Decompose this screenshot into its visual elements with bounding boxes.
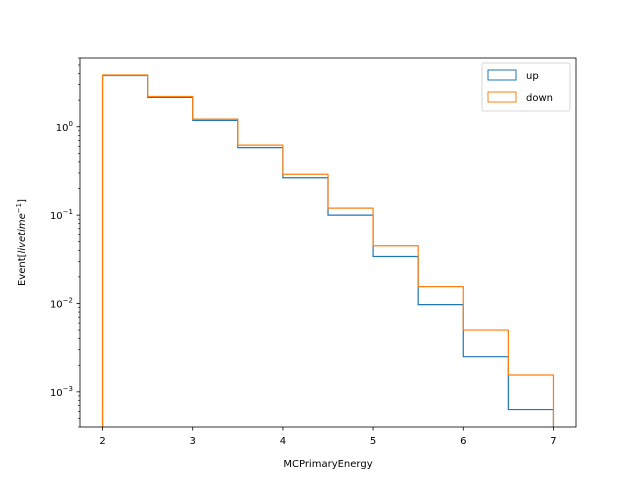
legend-label-up: up (526, 71, 539, 82)
plot-frame (79, 57, 577, 428)
x-tick-label: 5 (370, 436, 376, 447)
legend: up down (481, 62, 571, 112)
series-step-down (101, 74, 555, 427)
y-axis-label-prefix: Event[ (17, 253, 28, 286)
y-tick-label: 10−1 (50, 208, 73, 222)
ticks-layer: 2 3 4 5 6 7 10−3 10−2 10−1 100 (50, 57, 557, 447)
legend-swatch-down (487, 91, 517, 103)
axes-layer (79, 57, 577, 428)
x-tick-label: 7 (550, 436, 556, 447)
legend-swatch-up (487, 69, 517, 81)
x-axis-label: MCPrimaryEnergy (283, 459, 372, 470)
x-tick-label: 3 (190, 436, 196, 447)
y-tick-label: 10−3 (50, 385, 73, 399)
y-axis-label-superscript: −1 (15, 203, 23, 213)
plot-area (80, 58, 576, 427)
legend-label-down: down (526, 93, 553, 104)
legend-frame (481, 62, 571, 112)
x-tick-label: 2 (99, 436, 105, 447)
x-tick-label: 6 (460, 436, 466, 447)
y-axis-label: Event[livetime−1] (15, 199, 28, 286)
y-tick-label: 10−2 (50, 296, 73, 310)
y-tick-label: 100 (56, 120, 73, 134)
series-layer (101, 74, 555, 427)
y-axis-label-italic: livetime (17, 213, 28, 253)
y-axis-label-suffix: ] (17, 199, 28, 203)
x-tick-label: 4 (280, 436, 286, 447)
